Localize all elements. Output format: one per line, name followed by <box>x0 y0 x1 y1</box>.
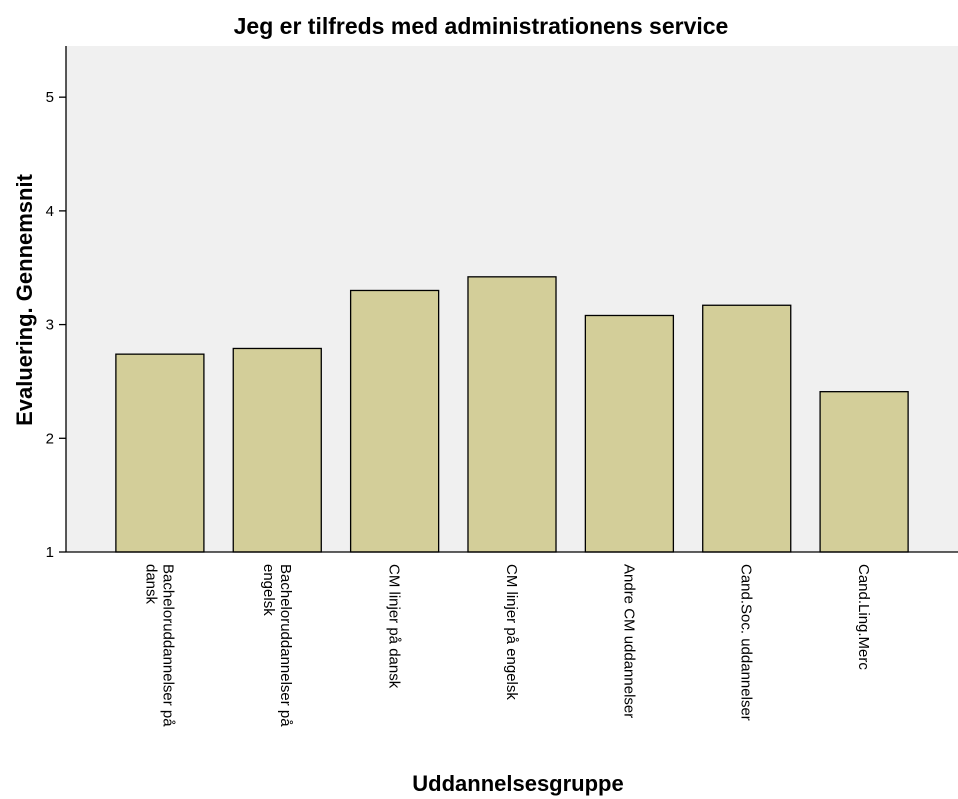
category-label-line: CM linjer på engelsk <box>503 564 520 700</box>
y-axis-title: Evaluering. Gennemsnit <box>12 173 37 426</box>
category-label-5: Andre CM uddannelser <box>620 564 637 718</box>
bar-5 <box>584 314 675 553</box>
category-label-line: Cand.Ling.Merc <box>855 564 872 670</box>
y-tick-label: 3 <box>46 317 54 334</box>
y-tick-label: 4 <box>46 203 54 220</box>
category-label-6: Cand.Soc. uddannelser <box>738 564 755 721</box>
y-tick-label: 2 <box>46 430 54 447</box>
bar-2 <box>232 347 322 553</box>
bars-group <box>115 276 909 553</box>
bar-3 <box>349 289 440 553</box>
x-axis-title: Uddannelsesgruppe <box>412 771 623 796</box>
category-label-line: dansk <box>142 564 159 605</box>
axes-group <box>65 46 958 553</box>
y-ticks-group: 1 2 3 4 5 <box>46 89 66 561</box>
y-tick-label: 1 <box>46 544 54 561</box>
category-label-7: Cand.Ling.Merc <box>855 564 872 670</box>
category-label-line: CM linjer på dansk <box>386 564 403 689</box>
category-label-line: Cand.Soc. uddannelser <box>738 564 755 721</box>
category-label-line: engelsk <box>260 564 277 616</box>
category-label-3: CM linjer på dansk <box>386 564 403 689</box>
bar-1 <box>115 353 205 553</box>
y-tick-label: 5 <box>46 89 54 106</box>
bar-7 <box>819 391 909 553</box>
bar-4 <box>467 276 557 553</box>
bar-6 <box>702 304 792 553</box>
category-label-line: Bacheloruddannelser på <box>277 564 294 727</box>
category-label-4: CM linjer på engelsk <box>503 564 520 700</box>
category-label-line: Andre CM uddannelser <box>620 564 637 718</box>
category-label-line: Bacheloruddannelser på <box>159 564 176 727</box>
chart-title: Jeg er tilfreds med administrationens se… <box>234 13 729 39</box>
